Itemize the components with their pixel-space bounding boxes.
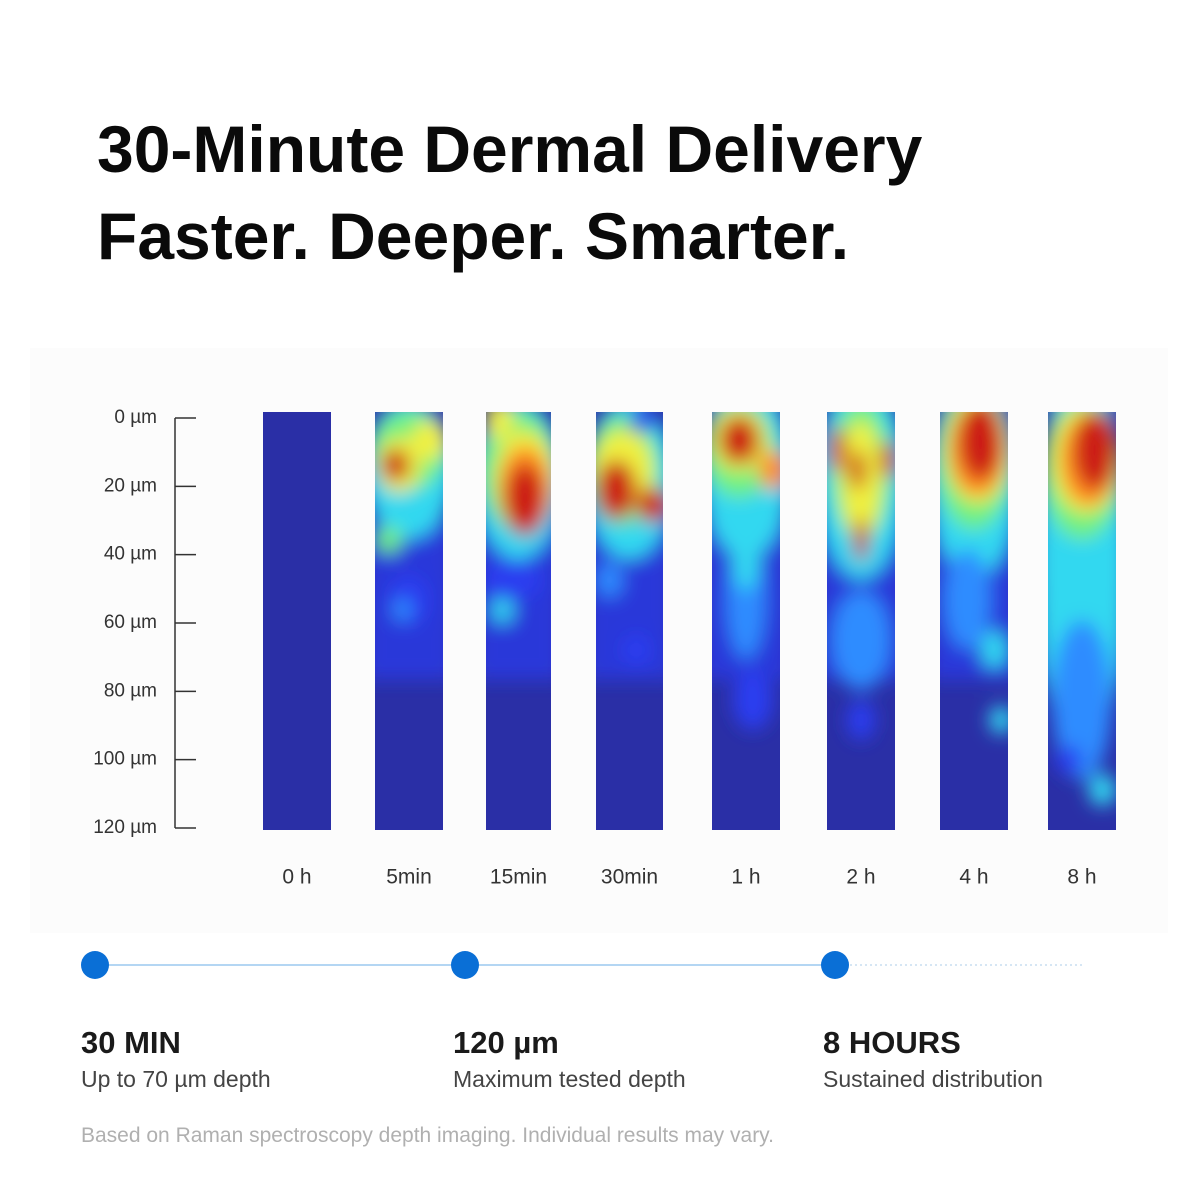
time-label: 1 h — [731, 866, 760, 889]
depth-label: 80 µm — [104, 680, 157, 701]
blob — [719, 416, 760, 464]
blob — [849, 450, 866, 490]
heatmap-column — [375, 412, 443, 830]
time-label: 5min — [386, 866, 432, 889]
heatmap-blobs — [827, 412, 895, 740]
blob — [392, 598, 413, 622]
heatmap-column — [263, 412, 331, 830]
blob — [831, 590, 891, 690]
heatmap-column — [486, 412, 551, 830]
blob — [759, 450, 780, 490]
blob — [1088, 774, 1116, 806]
stat-headline: 8 HOURS — [823, 1025, 961, 1060]
blob — [628, 412, 657, 432]
blob — [486, 560, 542, 600]
stat-headline: 120 µm — [453, 1025, 559, 1060]
blob — [596, 562, 624, 598]
heatmap-base — [263, 412, 331, 830]
blob — [1052, 620, 1112, 780]
timeline-dot — [821, 951, 849, 979]
depth-label: 120 µm — [93, 817, 157, 838]
depth-ticks: 0 µm 20 µm 40 µm 60 µm 80 µm 100 µm 120 µm — [93, 407, 196, 838]
blob — [880, 440, 895, 480]
stats: 30 MIN Up to 70 µm depth 120 µm Maximum tes… — [81, 951, 1043, 1092]
time-label: 0 h — [282, 866, 311, 889]
time-label: 15min — [490, 866, 547, 889]
blob — [958, 412, 1003, 480]
depth-label: 40 µm — [104, 544, 157, 565]
heatmap-blobs — [596, 412, 663, 680]
blob — [1073, 412, 1116, 490]
time-labels: 0 h 5min 15min 30min 1 h 2 h 4 h 8 h — [282, 866, 1096, 889]
blob — [1054, 746, 1083, 774]
footnote: Based on Raman spectroscopy depth imagin… — [81, 1124, 774, 1147]
blob — [732, 530, 760, 590]
heatmap-blobs — [486, 412, 551, 680]
depth-label: 60 µm — [104, 612, 157, 633]
depth-label: 100 µm — [93, 749, 157, 770]
time-label: 30min — [601, 866, 658, 889]
headline: Faster. Deeper. Smarter. — [97, 199, 849, 273]
heatmaps — [263, 412, 1116, 830]
timeline-dot — [451, 951, 479, 979]
heatmap-column — [596, 412, 663, 830]
blob — [486, 412, 513, 440]
heatmap-column — [1048, 412, 1116, 830]
blob — [854, 518, 868, 562]
blob — [989, 706, 1008, 734]
blob — [847, 700, 875, 740]
depth-label: 0 µm — [114, 407, 157, 428]
stat-caption: Sustained distribution — [823, 1066, 1043, 1092]
stat-caption: Up to 70 µm depth — [81, 1066, 271, 1092]
heatmap-column — [940, 412, 1008, 830]
depth-label: 20 µm — [104, 475, 157, 496]
blob — [732, 670, 773, 730]
heatmap-column — [712, 412, 780, 830]
timeline-dot — [81, 951, 109, 979]
heatmap-blobs — [1048, 412, 1116, 806]
blob — [505, 464, 545, 536]
stat-headline: 30 MIN — [81, 1025, 181, 1060]
blob — [636, 487, 663, 523]
heatmap-blobs — [375, 412, 443, 680]
time-label: 2 h — [846, 866, 875, 889]
blob — [411, 420, 443, 460]
time-label: 8 h — [1067, 866, 1096, 889]
blob — [490, 596, 515, 624]
heatmap-column — [827, 412, 895, 830]
time-label: 4 h — [959, 866, 988, 889]
headline: 30-Minute Dermal Delivery — [97, 112, 923, 186]
blob — [596, 460, 637, 520]
blob — [943, 550, 992, 650]
blob — [375, 526, 403, 554]
blob — [829, 426, 846, 474]
blob — [622, 634, 651, 666]
heatmap-blobs — [712, 412, 780, 730]
blob — [381, 449, 410, 481]
heatmap-blobs — [940, 412, 1008, 734]
blob — [980, 630, 1008, 670]
stat-caption: Maximum tested depth — [453, 1066, 686, 1092]
